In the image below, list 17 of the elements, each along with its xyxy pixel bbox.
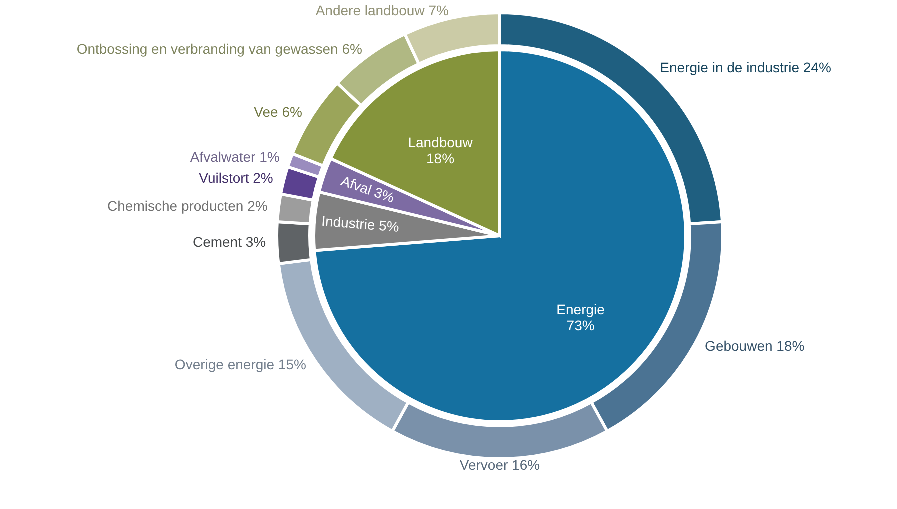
slice-label: Afval 3% <box>339 172 397 206</box>
slice-label: Industrie 5% <box>321 212 400 235</box>
slice-label: Energie <box>556 302 606 318</box>
category-label: Overige energie 15% <box>174 356 306 372</box>
category-label: Gebouwen 18% <box>705 338 805 354</box>
category-label: Ontbossing en verbranding van gewassen 6% <box>76 40 362 57</box>
data-label: 18% <box>426 150 455 166</box>
category-label: Energie in de industrie 24% <box>660 59 832 76</box>
category-label: Afvalwater 1% <box>190 149 280 166</box>
category-label: Cement 3% <box>192 234 266 250</box>
category-label: Chemische producten 2% <box>108 198 268 214</box>
data-label: 73% <box>566 318 595 334</box>
slice-label: Landbouw <box>408 134 474 150</box>
category-label: Vuilstort 2% <box>199 170 274 186</box>
category-label: Andere landbouw 7% <box>316 2 449 19</box>
category-label: Vervoer 16% <box>460 457 540 473</box>
category-label: Vee 6% <box>254 104 302 120</box>
